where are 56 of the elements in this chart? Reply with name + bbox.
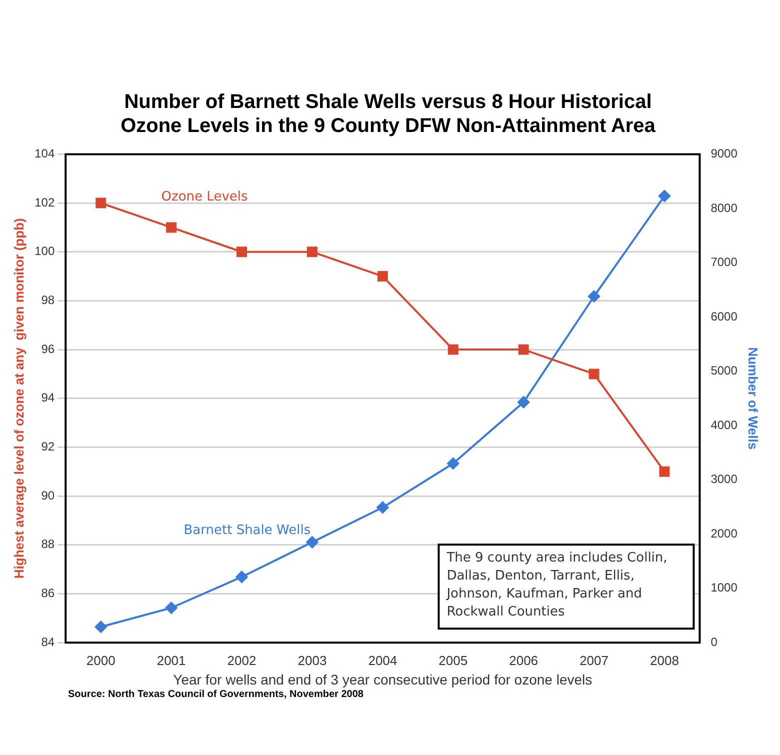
x-axis-title: Year for wells and end of 3 year consecutive period for ozone levels: [173, 671, 592, 688]
point: [306, 246, 318, 258]
y2-tick-label: 8000: [710, 200, 738, 215]
point: [165, 602, 178, 614]
y-tick-label: 96: [41, 342, 55, 356]
y-tick-label: 86: [41, 586, 55, 600]
point: [448, 344, 458, 355]
point: [518, 344, 529, 355]
y2-tick-label: 5000: [710, 364, 738, 378]
y-tick-label: 100: [34, 244, 55, 258]
point: [376, 501, 389, 514]
y-tick-label: 84: [41, 634, 55, 649]
y-axis-title: Highest average level of ozone at any given monitor (ppb): [11, 218, 26, 579]
x-tick-label: 2006: [509, 652, 538, 668]
point: [236, 246, 247, 258]
point: [94, 620, 107, 633]
x-tick-label: 2003: [298, 652, 327, 668]
y-tick-label: 102: [34, 195, 55, 210]
x-tick-label: 2002: [227, 652, 256, 668]
y2-tick-label: 9000: [710, 146, 738, 161]
x-tick-label: 2000: [86, 652, 116, 668]
y2-tick-label: 4000: [710, 418, 738, 432]
y2-tick-label: 3000: [710, 472, 738, 486]
series-label: Barnett Shale Wells: [184, 522, 311, 538]
y-tick-label: 94: [41, 390, 55, 405]
annotation: The 9 county area includes Collin, Dallas, Denton, Tarrant, Ellis, Johnson, Kaufman, Parker and Rockwall Counties: [446, 550, 668, 620]
point: [96, 198, 106, 208]
y-tick-label: 104: [34, 146, 55, 161]
point: [588, 290, 600, 302]
x-tick-label: 2007: [580, 652, 608, 668]
x-tick-label: 2008: [650, 652, 679, 668]
y-tick-label: 92: [41, 440, 55, 454]
y-tick-label: 98: [41, 293, 55, 308]
source-note: Source: North Texas Council of Governments, November 2008: [68, 689, 364, 700]
y-tick-label: 90: [41, 488, 55, 502]
y2-tick-label: 7000: [710, 255, 738, 270]
series-label: Ozone Levels: [161, 189, 248, 204]
point: [518, 396, 530, 408]
point: [306, 536, 318, 548]
y2-tick-label: 1000: [710, 580, 738, 595]
point: [447, 458, 460, 470]
point: [659, 466, 670, 477]
x-tick-label: 2005: [438, 652, 468, 668]
y2-axis-title: Number of Wells: [746, 347, 761, 450]
point: [236, 570, 248, 583]
point: [377, 271, 388, 282]
y2-tick-label: 6000: [710, 309, 738, 324]
point: [658, 190, 670, 202]
y-tick-label: 88: [41, 537, 55, 552]
point: [588, 368, 600, 380]
y2-tick-label: 2000: [710, 526, 738, 540]
point: [166, 222, 177, 233]
x-tick-label: 2004: [368, 652, 398, 668]
y2-tick-label: 0: [710, 634, 718, 649]
x-tick-label: 2001: [156, 652, 186, 668]
chart-title: Number of Barnett Shale Wells versus 8 Hour Historical Ozone Levels in the 9 County DFW Non-Attainment Area: [120, 90, 656, 138]
